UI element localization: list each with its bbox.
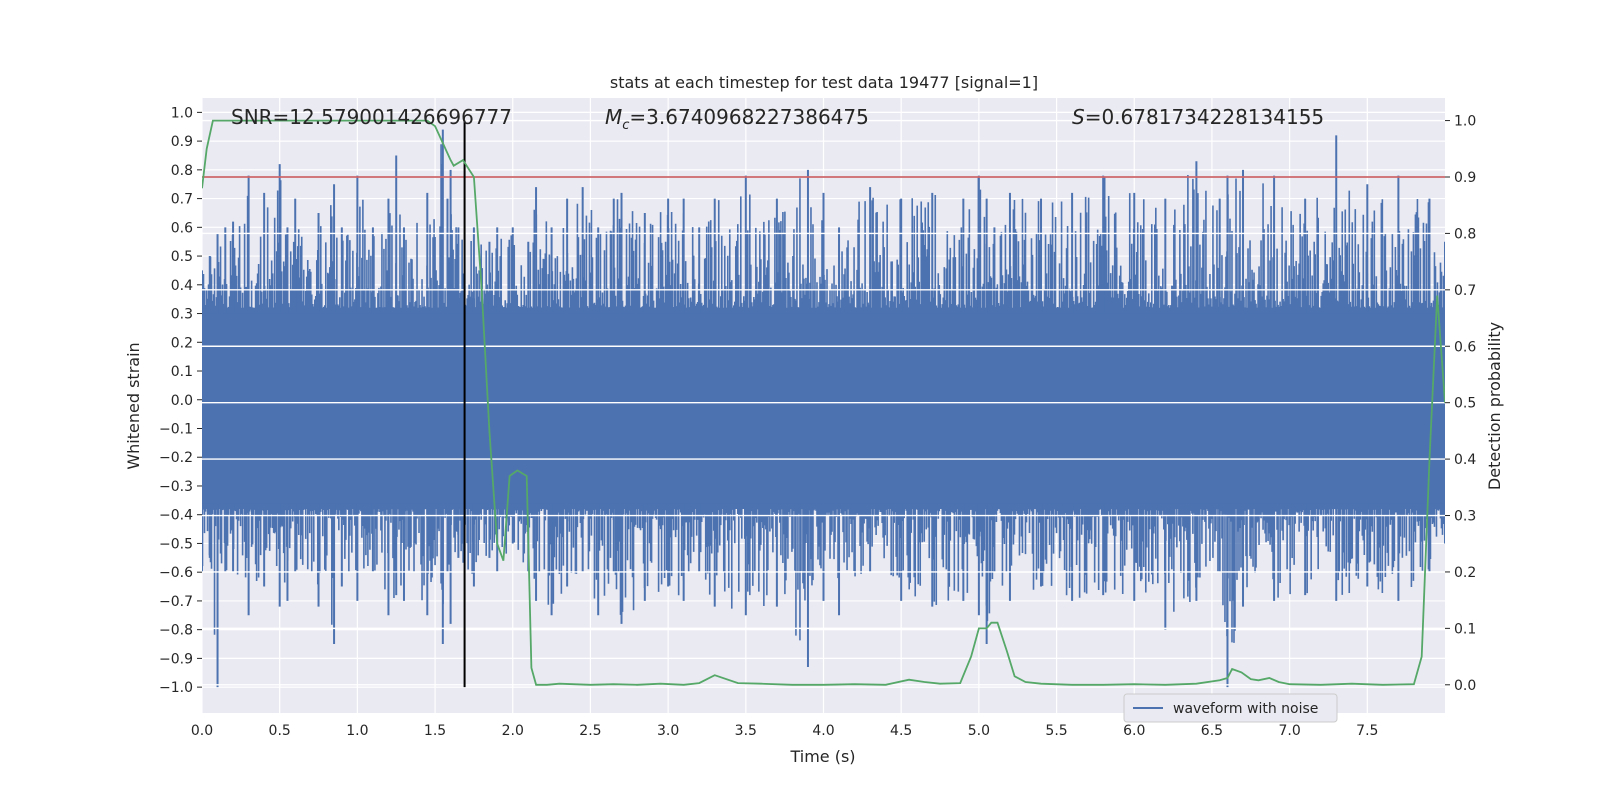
y2-tick-label: 0.2 — [1454, 565, 1476, 581]
x-tick-label: 7.5 — [1356, 723, 1378, 739]
legend-box — [1123, 693, 1338, 723]
y-tick-label: −0.5 — [159, 536, 193, 552]
y-tick-label: 0.3 — [171, 307, 193, 323]
y2-tick-label: 0.5 — [1454, 396, 1476, 412]
x-tick-label: 3.5 — [735, 723, 757, 739]
y-tick-label: 0.2 — [171, 335, 193, 351]
y2-tick-label: 0.1 — [1454, 621, 1476, 637]
s-symbol: S — [1072, 105, 1085, 129]
x-ticks: 0.0 0.5 1.0 1.5 2.0 2.5 3.0 3.5 4.0 4.5 5.0 5.5 6.0 6… — [191, 723, 1379, 739]
y2-tick-label: 0.8 — [1454, 226, 1476, 242]
y2-tick-label: 1.0 — [1454, 114, 1476, 130]
y-tick-label: 0.1 — [171, 364, 193, 380]
x-tick-label: 0.5 — [269, 723, 291, 739]
y2-tick-label: 0.4 — [1454, 452, 1476, 468]
y-tick-label: 0.0 — [171, 393, 193, 409]
y2-tick-label: 0.6 — [1454, 339, 1476, 355]
x-axis-label: Time (s) — [789, 747, 855, 766]
x-tick-label: 2.0 — [502, 723, 524, 739]
s-annotation: S=0.6781734228134155 — [1072, 105, 1324, 129]
y-tick-label: 0.4 — [171, 278, 193, 294]
chart-title: stats at each timestep for test data 194… — [610, 73, 1038, 92]
y2-tick-label: 0.3 — [1454, 509, 1476, 525]
y-tick-label: 0.5 — [171, 249, 193, 265]
y-ticks: 1.0 0.9 0.8 0.7 0.6 0.5 0.4 0.3 0.2 0.1 0.0 −0.1 −0.… — [159, 105, 202, 696]
y-tick-label: 0.9 — [171, 134, 193, 150]
y-tick-label: −0.6 — [159, 565, 193, 581]
y2-tick-label: 0.7 — [1454, 283, 1476, 299]
y2-axis-label: Detection probability — [1485, 322, 1504, 490]
y-tick-label: −0.8 — [159, 623, 193, 639]
legend-label: waveform with noise — [1173, 701, 1318, 717]
mc-subscript: c — [622, 118, 629, 133]
x-tick-label: 6.0 — [1123, 723, 1145, 739]
y-tick-label: −1.0 — [159, 680, 193, 696]
x-tick-label: 7.0 — [1278, 723, 1300, 739]
y2-tick-label: 0.9 — [1454, 170, 1476, 186]
legend: waveform with noise — [1123, 693, 1338, 723]
y-axis-label: Whitened strain — [124, 342, 143, 469]
y-tick-label: 0.8 — [171, 163, 193, 179]
y-tick-label: −0.3 — [159, 479, 193, 495]
mc-annotation: Mc=3.6740968227386475 — [605, 105, 869, 133]
x-tick-label: 1.0 — [346, 723, 368, 739]
x-tick-label: 5.5 — [1045, 723, 1067, 739]
detection-probability-series — [202, 119, 1445, 686]
x-tick-label: 6.5 — [1201, 723, 1223, 739]
snr-annotation: SNR=12.579001426696777 — [231, 105, 512, 129]
y-tick-label: 1.0 — [171, 105, 193, 121]
y2-ticks: 1.0 0.9 0.8 0.7 0.6 0.5 0.4 0.3 0.2 0.1 0.0 — [1445, 114, 1476, 694]
x-tick-label: 4.5 — [890, 723, 912, 739]
x-tick-label: 5.0 — [968, 723, 990, 739]
x-tick-label: 0.0 — [191, 723, 213, 739]
waveform-core — [202, 313, 1445, 504]
mc-value: =3.6740968227386475 — [629, 105, 868, 129]
x-tick-label: 1.5 — [424, 723, 446, 739]
s-value: =0.6781734228134155 — [1085, 105, 1324, 129]
y-tick-label: 0.7 — [171, 192, 193, 208]
x-tick-label: 4.0 — [812, 723, 834, 739]
y-tick-label: −0.2 — [159, 450, 193, 466]
y-tick-label: −0.7 — [159, 594, 193, 610]
x-tick-label: 2.5 — [579, 723, 601, 739]
x-tick-label: 3.0 — [657, 723, 679, 739]
mc-symbol: M — [605, 105, 622, 129]
y-tick-label: −0.4 — [159, 508, 193, 524]
y-tick-label: −0.9 — [159, 651, 193, 667]
y-tick-label: −0.1 — [159, 421, 193, 437]
y-tick-label: 0.6 — [171, 220, 193, 236]
y2-tick-label: 0.0 — [1454, 678, 1476, 694]
